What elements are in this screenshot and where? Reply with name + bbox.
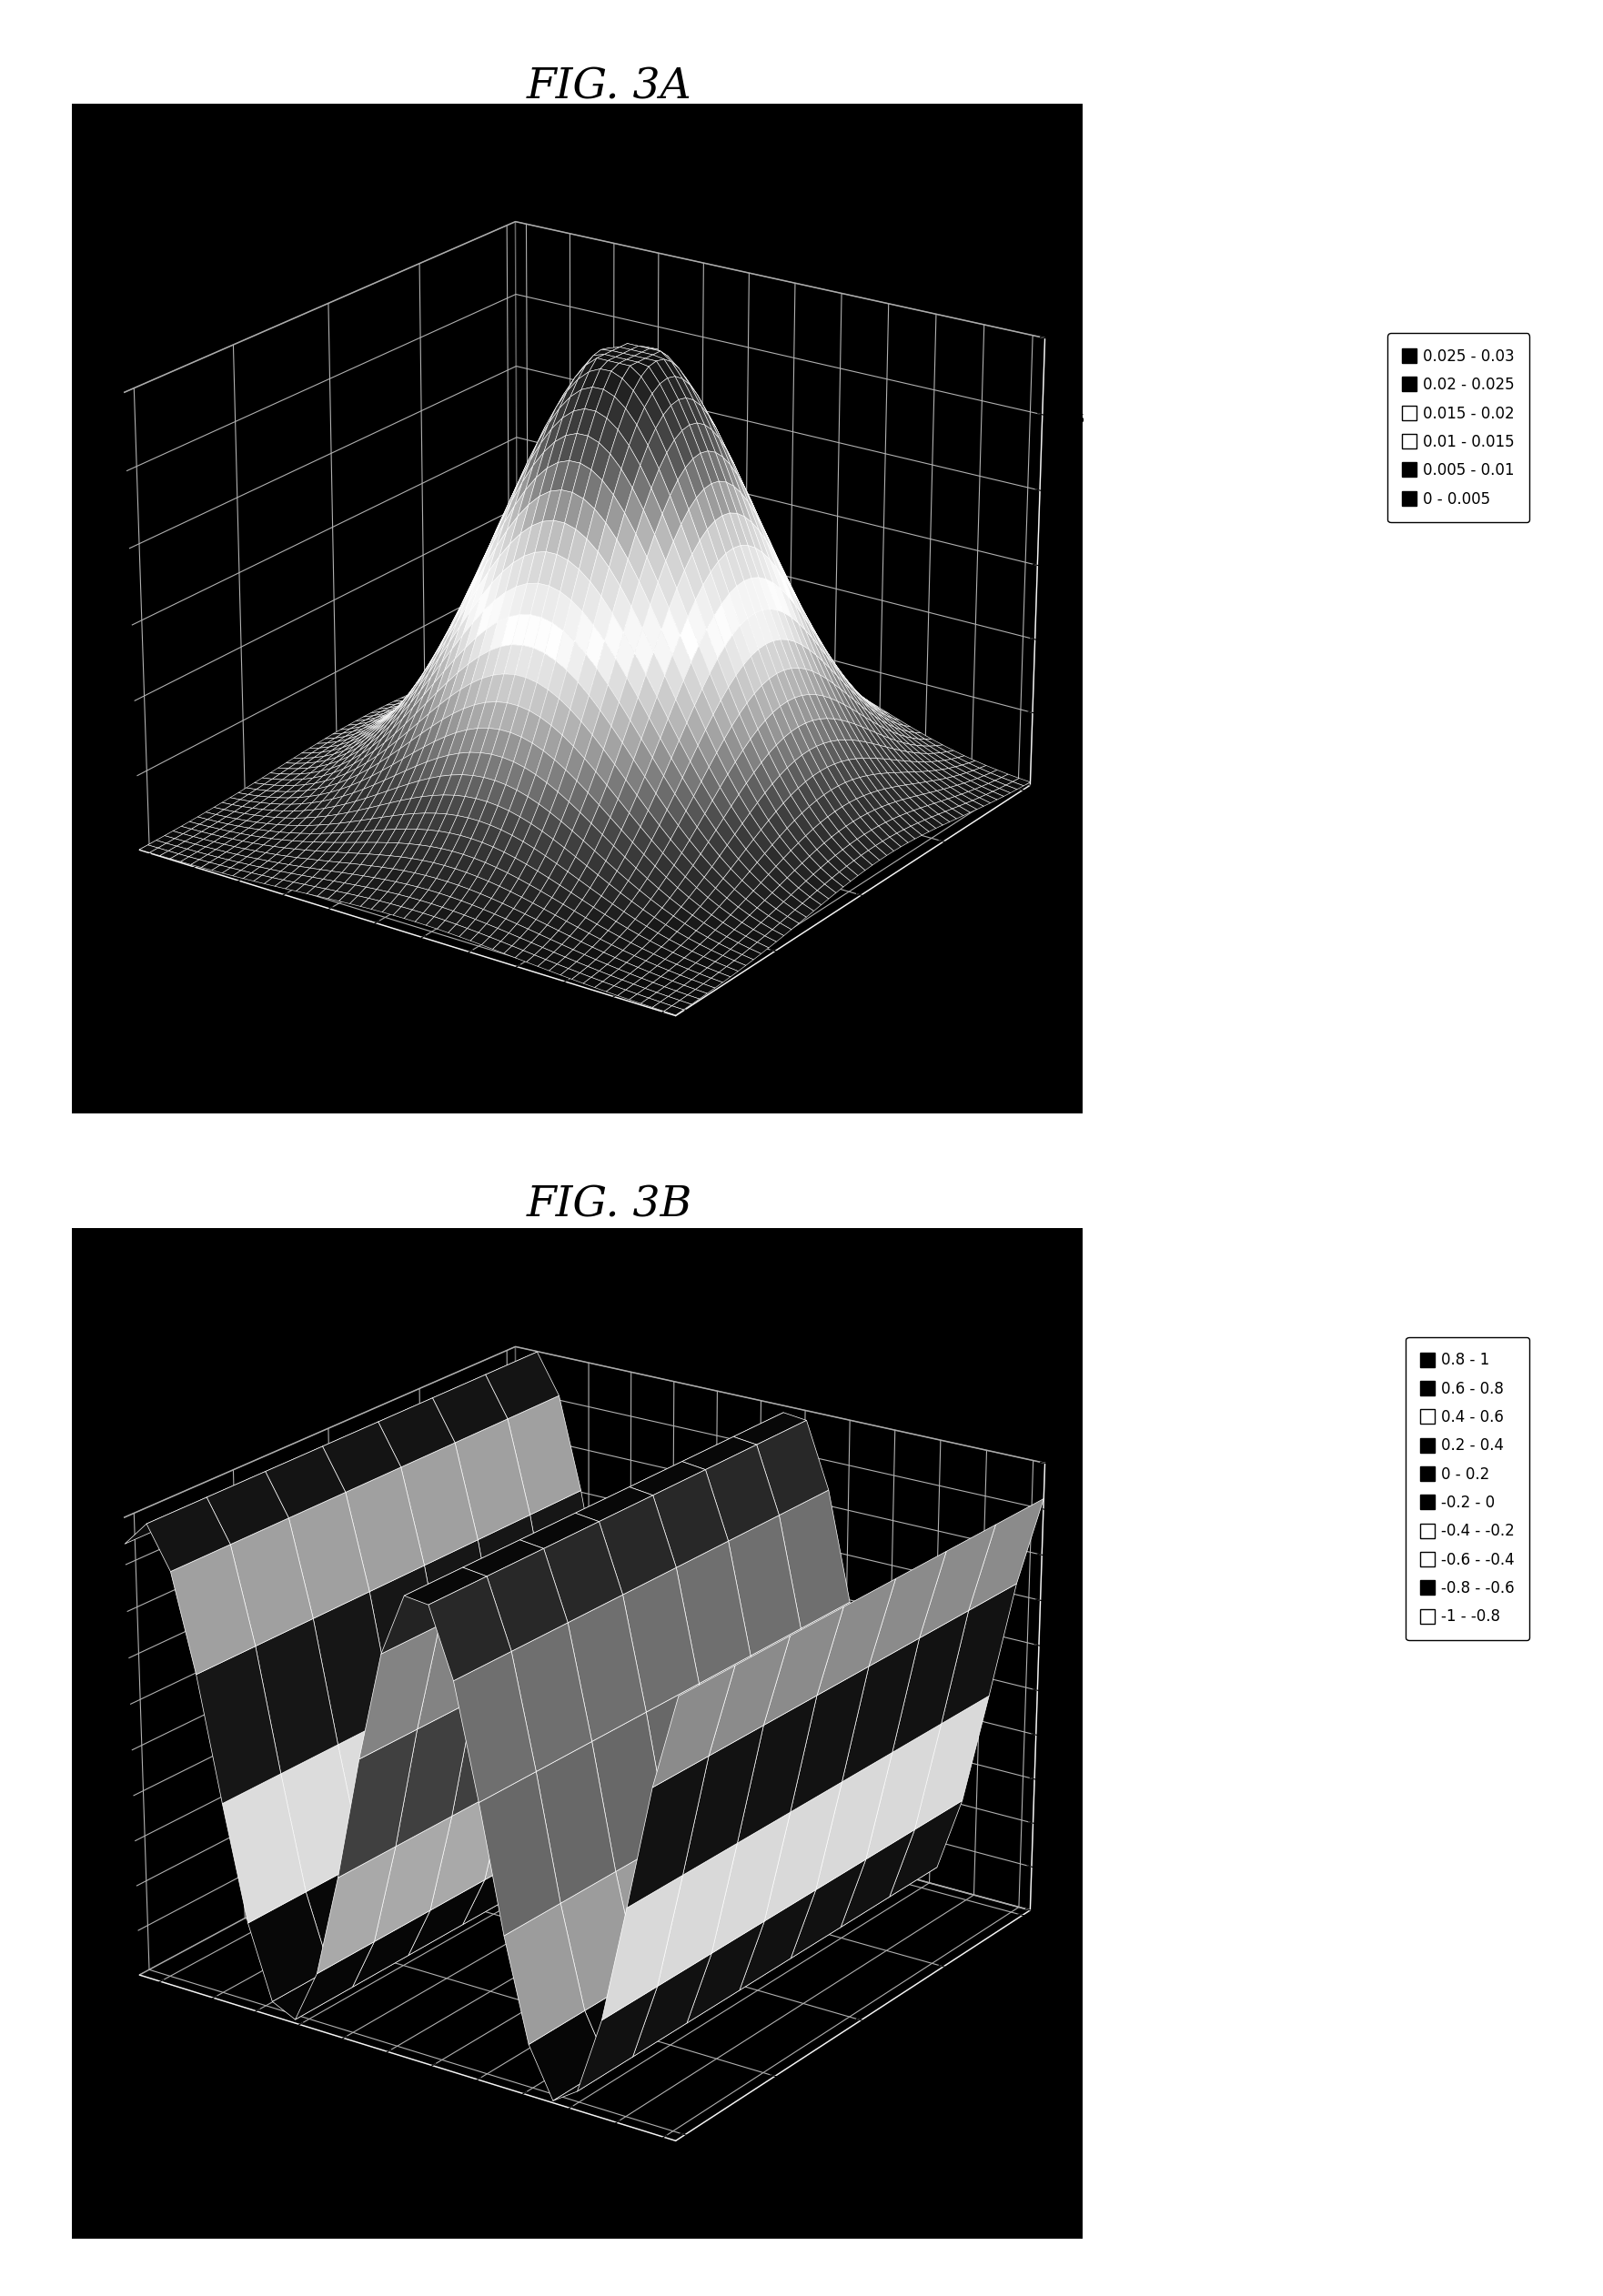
Text: FIG. 3B: FIG. 3B: [526, 1185, 692, 1226]
Legend: 0.025 - 0.03, 0.02 - 0.025, 0.015 - 0.02, 0.01 - 0.015, 0.005 - 0.01, 0 - 0.005: 0.025 - 0.03, 0.02 - 0.025, 0.015 - 0.02…: [1388, 333, 1529, 523]
Text: FIG. 3A: FIG. 3A: [526, 67, 692, 108]
Legend: 0.8 - 1, 0.6 - 0.8, 0.4 - 0.6, 0.2 - 0.4, 0 - 0.2, -0.2 - 0, -0.4 - -0.2, -0.6 -: 0.8 - 1, 0.6 - 0.8, 0.4 - 0.6, 0.2 - 0.4…: [1406, 1336, 1529, 1639]
